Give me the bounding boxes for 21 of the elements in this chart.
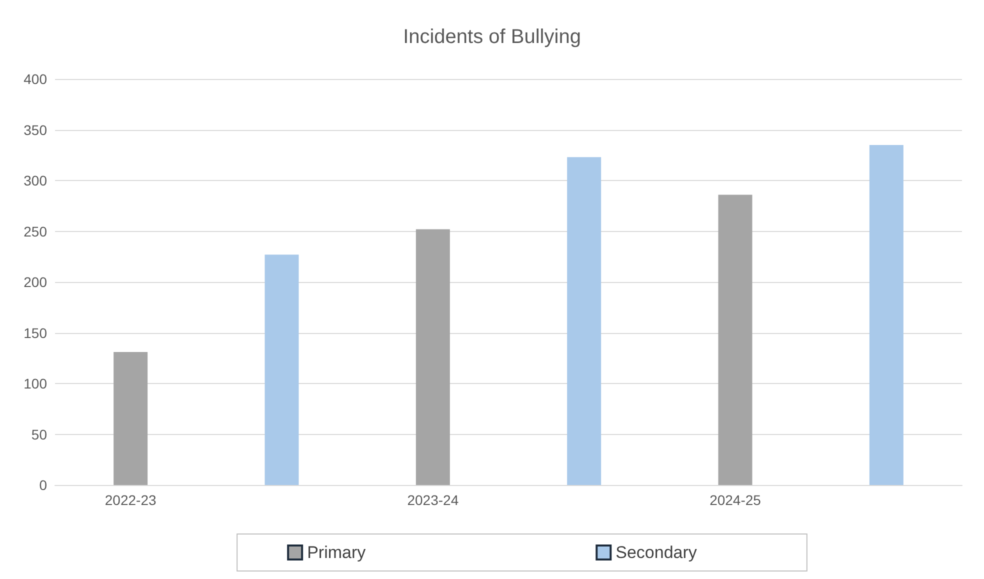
- legend-label: Primary: [307, 543, 366, 562]
- legend-label: Secondary: [616, 543, 698, 562]
- y-tick-label: 300: [24, 172, 48, 188]
- y-tick-label: 50: [31, 426, 48, 442]
- bar: [567, 157, 602, 485]
- y-tick-label: 200: [24, 274, 48, 290]
- y-tick-label: 400: [24, 71, 48, 87]
- y-tick-label: 0: [39, 477, 48, 493]
- bar: [264, 254, 299, 485]
- x-tick-label: 2023-24: [407, 492, 459, 508]
- y-tick-label: 350: [24, 122, 48, 138]
- x-tick-label: 2024-25: [710, 492, 762, 508]
- x-tick-label: 2022-23: [104, 492, 156, 508]
- bar: [114, 352, 148, 485]
- y-tick-label: 250: [24, 223, 48, 240]
- bar: [718, 194, 752, 485]
- chart-title: Incidents of Bullying: [403, 26, 581, 48]
- bar: [869, 144, 904, 485]
- y-tick-label: 100: [24, 376, 48, 392]
- bar: [416, 229, 450, 485]
- y-tick-label: 150: [24, 324, 48, 341]
